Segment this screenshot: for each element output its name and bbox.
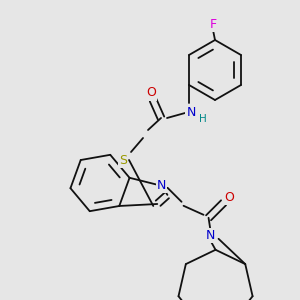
Text: H: H <box>199 114 207 124</box>
Text: O: O <box>225 191 235 204</box>
Text: N: N <box>186 106 196 119</box>
Text: N: N <box>206 229 215 242</box>
Text: S: S <box>119 154 127 166</box>
Text: F: F <box>209 17 217 31</box>
Text: O: O <box>146 86 156 100</box>
Text: N: N <box>157 179 166 192</box>
